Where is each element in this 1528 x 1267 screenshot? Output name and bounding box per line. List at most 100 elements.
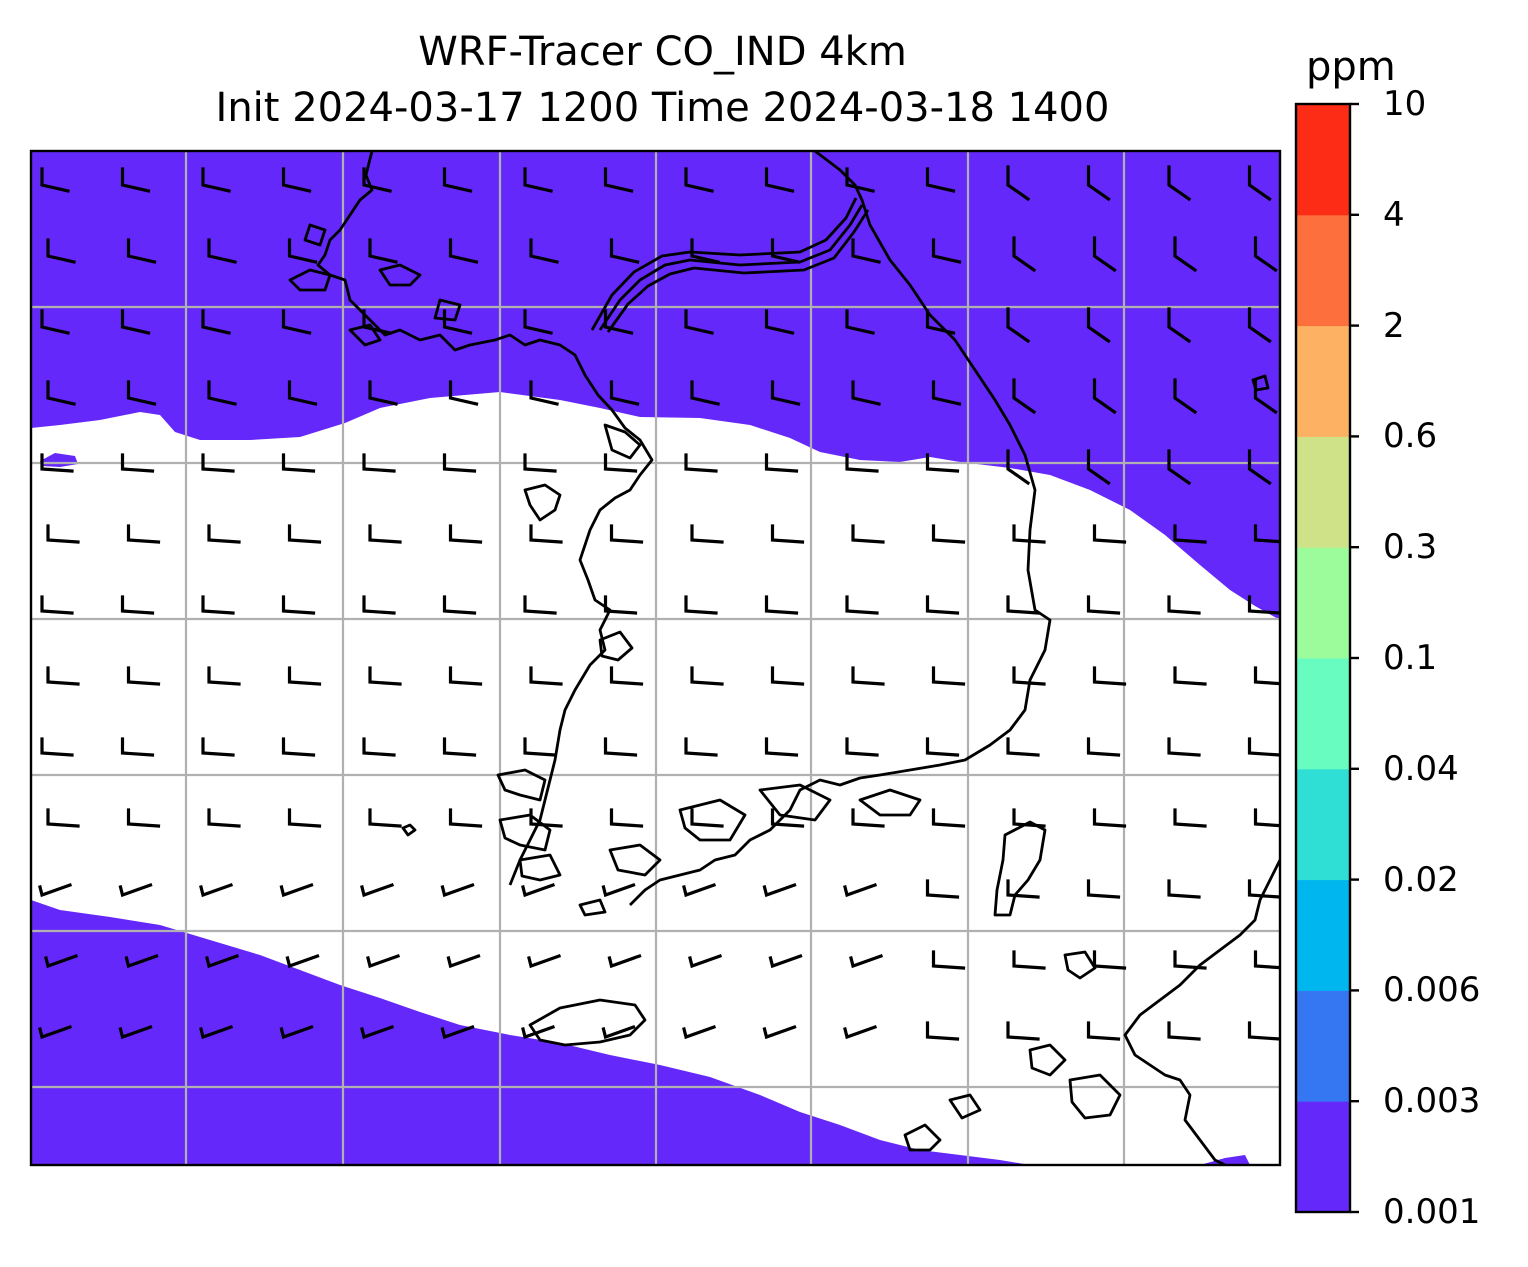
wind-barb [1006, 737, 1040, 757]
wind-barb [925, 1021, 960, 1041]
wind-barb [1247, 737, 1280, 757]
wind-barb [931, 808, 966, 828]
wind-barb [529, 524, 563, 544]
wind-barb [601, 882, 636, 898]
wind-barb [523, 453, 557, 473]
colorbar-tick-label: 0.1 [1383, 638, 1438, 678]
wind-barb [1086, 307, 1111, 344]
wind-barb [448, 380, 479, 406]
wind-barb [851, 808, 885, 828]
map-title-line-2: Init 2024-03-17 1200 Time 2024-03-18 140… [215, 85, 1110, 131]
wind-barb [287, 808, 322, 828]
wind-barb [360, 882, 395, 898]
wind-barb [931, 950, 966, 970]
wind-barb [285, 953, 320, 969]
wind-barb [1086, 449, 1111, 486]
wind-barb [40, 167, 70, 193]
wind-barb [201, 737, 235, 757]
wind-barb [1092, 378, 1117, 415]
wind-barb [1012, 808, 1046, 828]
wind-barb [1092, 950, 1127, 970]
wind-barb [46, 380, 76, 406]
wind-barb [1092, 236, 1117, 273]
colorbar-tick-label: 0.003 [1383, 1081, 1481, 1122]
colorbar-tick-label: 0.04 [1383, 748, 1459, 789]
wind-barb [46, 666, 80, 686]
wind-barb [1006, 879, 1040, 899]
wind-barb [1173, 524, 1207, 544]
wind-barb [442, 737, 477, 757]
wind-barb [845, 737, 879, 757]
wind-barb [287, 238, 318, 264]
wind-barb [126, 380, 157, 406]
wind-barb [281, 309, 312, 335]
colorbar-tick-label: 0.3 [1383, 527, 1438, 568]
wind-barb [120, 309, 151, 335]
wind-barb [690, 238, 720, 264]
colorbar-tick-label: 0.6 [1383, 416, 1438, 457]
wind-barb [120, 453, 155, 473]
wind-barb [843, 882, 878, 898]
wind-barb [851, 524, 885, 544]
wind-barb [1092, 808, 1127, 828]
wind-barb [442, 453, 477, 473]
wind-barb [1253, 808, 1280, 828]
wind-barb [1247, 595, 1280, 615]
wind-barb [1253, 524, 1280, 544]
wind-barb [1012, 378, 1037, 415]
wind-barb [1247, 449, 1272, 486]
wind-barb [529, 380, 559, 406]
wind-barb [684, 453, 718, 473]
wind-barb [1253, 236, 1278, 273]
wind-barb [931, 666, 966, 686]
wind-barb [925, 737, 960, 757]
wind-barb [603, 309, 634, 335]
wind-barb [521, 1024, 556, 1040]
wind-barb [609, 666, 644, 686]
wind-barb [764, 453, 799, 473]
wind-barb [845, 167, 875, 193]
wind-barb [207, 380, 237, 406]
wind-barb [851, 380, 881, 406]
wind-barb [38, 882, 73, 898]
wind-barb [207, 808, 241, 828]
wind-barb [690, 380, 720, 406]
wind-barb [1086, 737, 1121, 757]
wind-barb [1012, 950, 1046, 970]
wind-barb [40, 453, 74, 473]
colorbar-segment [1296, 658, 1350, 770]
wind-barb [768, 953, 803, 969]
colorbar [1294, 102, 1359, 1214]
wind-barb [609, 524, 644, 544]
wind-barb [1092, 524, 1127, 544]
colorbar-segment [1296, 879, 1350, 991]
wind-barb [46, 524, 80, 544]
tracer-region-south [31, 900, 1030, 1165]
wind-barb [603, 167, 634, 193]
colorbar-tick-label: 0.001 [1383, 1192, 1481, 1232]
wind-barb [925, 309, 956, 335]
wind-barb [205, 953, 240, 969]
wind-barb [448, 808, 483, 828]
wind-barb [120, 167, 151, 193]
wind-barb [281, 595, 316, 615]
wind-barb [126, 238, 157, 264]
wind-barb [682, 882, 717, 898]
wind-barb [925, 167, 956, 193]
wind-barb [118, 1024, 153, 1040]
wind-barb [448, 524, 483, 544]
wind-barb [523, 167, 553, 193]
wind-barb [764, 737, 799, 757]
wind-barb [118, 882, 153, 898]
wind-barb [207, 666, 241, 686]
colorbar-tick-label: 2 [1383, 305, 1405, 346]
wind-barb [764, 167, 795, 193]
wind-barb [1247, 879, 1280, 899]
wind-barb [1167, 879, 1201, 899]
wind-barb [362, 453, 396, 473]
wind-barb [360, 1024, 395, 1040]
wind-barb [362, 309, 392, 335]
wind-barb [448, 666, 483, 686]
wind-barb [845, 453, 879, 473]
